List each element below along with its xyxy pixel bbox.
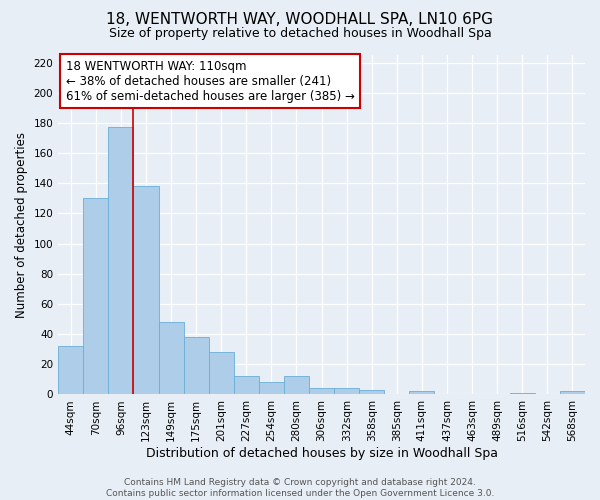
Bar [334,388,359,394]
Text: 18 WENTWORTH WAY: 110sqm
← 38% of detached houses are smaller (241)
61% of semi-: 18 WENTWORTH WAY: 110sqm ← 38% of detach… [65,60,355,102]
Bar [359,390,385,394]
Bar [109,128,133,394]
Text: 18, WENTWORTH WAY, WOODHALL SPA, LN10 6PG: 18, WENTWORTH WAY, WOODHALL SPA, LN10 6P… [107,12,493,28]
Bar [510,393,535,394]
Bar [83,198,109,394]
Bar [234,376,259,394]
Bar [309,388,334,394]
Y-axis label: Number of detached properties: Number of detached properties [15,132,28,318]
Text: Size of property relative to detached houses in Woodhall Spa: Size of property relative to detached ho… [109,28,491,40]
Bar [409,392,434,394]
X-axis label: Distribution of detached houses by size in Woodhall Spa: Distribution of detached houses by size … [146,447,497,460]
Bar [58,346,83,395]
Bar [133,186,158,394]
Bar [209,352,234,395]
Bar [259,382,284,394]
Bar [184,337,209,394]
Bar [158,322,184,394]
Text: Contains HM Land Registry data © Crown copyright and database right 2024.
Contai: Contains HM Land Registry data © Crown c… [106,478,494,498]
Bar [284,376,309,394]
Bar [560,392,585,394]
